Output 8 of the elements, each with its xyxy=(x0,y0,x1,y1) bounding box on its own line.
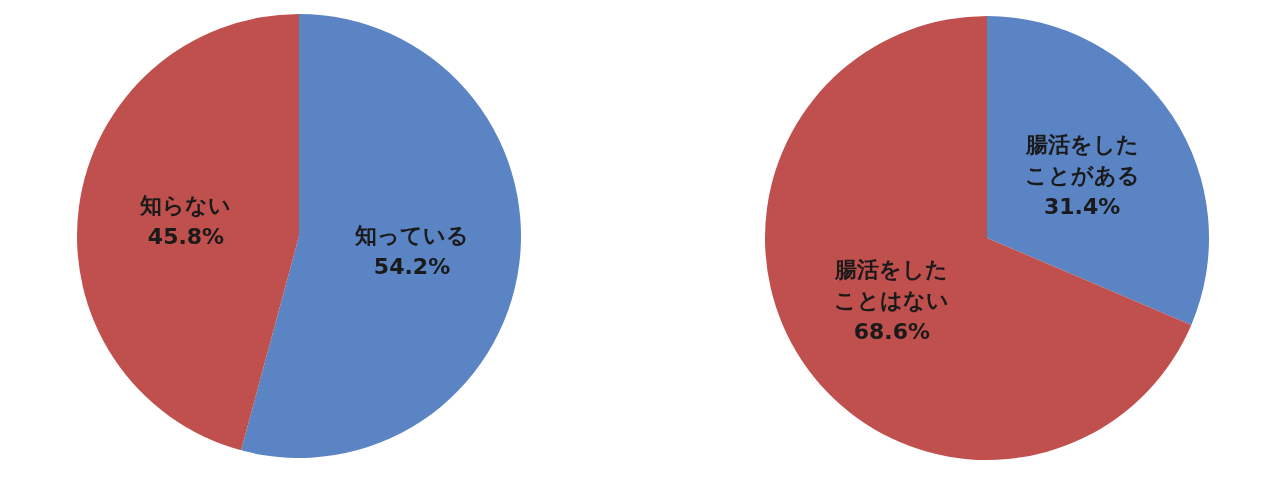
slice-label: 腸活をしたことがある xyxy=(1024,131,1140,188)
data-label: 31.4% xyxy=(1043,193,1121,219)
data-label: 54.2% xyxy=(373,254,451,279)
data-label: 45.8% xyxy=(147,224,225,249)
slice-label: 知らない xyxy=(139,193,232,218)
slice-label: 知っている xyxy=(354,223,470,248)
slice-label: 腸活をしたことはない xyxy=(834,257,950,314)
data-label: 68.6% xyxy=(853,319,931,345)
